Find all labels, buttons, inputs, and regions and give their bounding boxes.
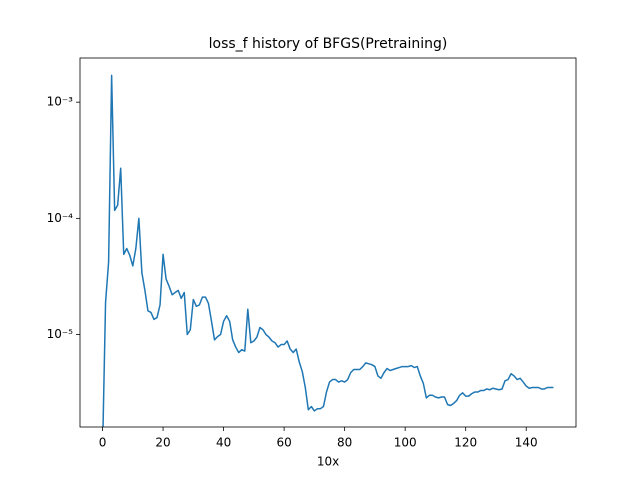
x-tick-label: 40 bbox=[216, 436, 231, 450]
x-tick-label: 100 bbox=[394, 436, 417, 450]
chart-title: loss_f history of BFGS(Pretraining) bbox=[209, 36, 448, 52]
y-tick-label: 10⁻⁴ bbox=[47, 211, 74, 225]
x-tick-label: 120 bbox=[454, 436, 477, 450]
x-tick-label: 60 bbox=[276, 436, 291, 450]
axes-frame bbox=[79, 57, 577, 428]
y-tick-label: 10⁻³ bbox=[47, 95, 74, 109]
x-tick-label: 20 bbox=[155, 436, 170, 450]
x-tick-label: 140 bbox=[515, 436, 538, 450]
y-tick-label: 10⁻⁵ bbox=[47, 327, 74, 341]
x-tick-label: 0 bbox=[99, 436, 107, 450]
x-tick-label: 80 bbox=[337, 436, 352, 450]
x-axis-label: 10x bbox=[317, 455, 339, 469]
line bbox=[102, 74, 554, 427]
plot-area bbox=[102, 74, 554, 427]
